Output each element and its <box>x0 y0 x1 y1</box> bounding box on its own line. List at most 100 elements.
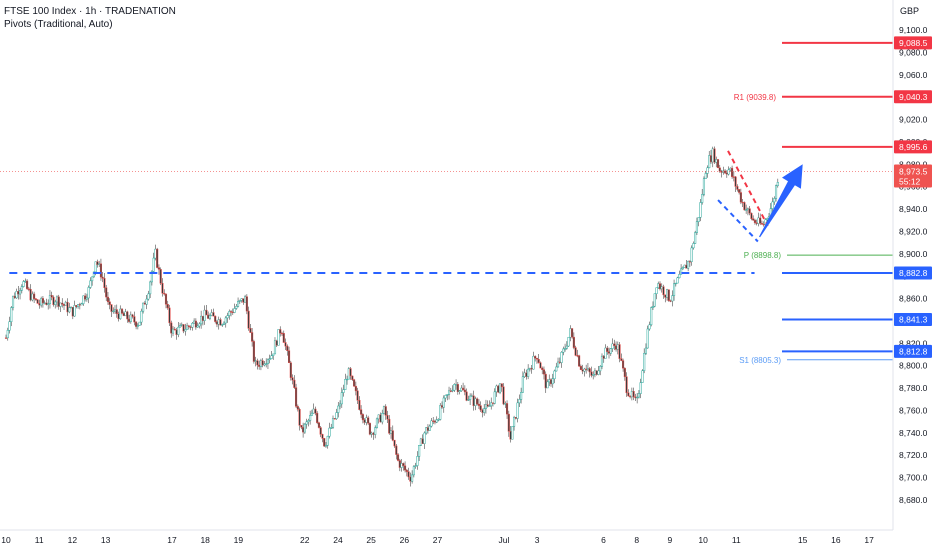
candle-body <box>115 309 118 314</box>
candle-body <box>280 332 284 335</box>
candle-body <box>275 340 278 346</box>
price-tag-label-R1: 9,040.3 <box>899 92 928 102</box>
candle-body <box>347 368 350 380</box>
candle-body <box>567 336 570 347</box>
candle-body <box>528 367 531 370</box>
time-tick-label: 11 <box>35 535 44 545</box>
symbol-title[interactable]: FTSE 100 Index · 1h · TRADENATION <box>4 6 176 17</box>
candle-body <box>469 395 472 400</box>
price-tag-label-R2: 9,088.5 <box>899 38 928 48</box>
candle-body <box>302 427 305 433</box>
time-tick-label: 9 <box>668 535 673 545</box>
candle-body <box>404 465 407 471</box>
candle-body <box>479 405 482 411</box>
price-tag-label-support2: 8,841.3 <box>899 314 928 324</box>
candle-body <box>674 282 677 285</box>
candle-body <box>558 361 561 364</box>
candle-body <box>530 367 533 370</box>
candle-body <box>133 316 136 323</box>
price-tag-R2 <box>894 36 932 50</box>
price-tags: 9,088.5 9,040.3 8,995.6 8,882.8 8,841.3 8,812… <box>894 36 932 358</box>
current-price-tag <box>894 164 932 188</box>
candle-body <box>643 353 646 371</box>
candle-body <box>426 427 429 431</box>
candle-body <box>449 390 452 392</box>
candle-body <box>571 328 574 338</box>
candle-body <box>198 323 201 327</box>
candle-body <box>27 288 30 290</box>
candle-body <box>168 307 171 324</box>
candle-body <box>525 372 528 377</box>
candle-body <box>447 390 451 395</box>
candle-body <box>579 365 582 370</box>
candle-body <box>620 358 623 361</box>
price-tag-support3 <box>894 344 932 358</box>
candle-body <box>310 412 313 416</box>
candle-body <box>398 460 401 468</box>
candle-body <box>699 202 702 218</box>
candle-body <box>55 296 59 303</box>
time-axis[interactable]: 10 11 12 13 17 18 19 22 24 25 26 27 Jul 3 6 8 9 10 11 15 16 1… <box>0 529 893 545</box>
candle-body <box>664 294 667 298</box>
indicator-title[interactable]: Pivots (Traditional, Auto) <box>4 19 113 30</box>
candle-body <box>261 360 264 366</box>
candle-body <box>57 296 60 307</box>
price-tick-label: 8,700.0 <box>899 473 928 483</box>
price-axis[interactable]: 9,100.09,080.09,060.09,040.09,020.09,000… <box>892 0 928 530</box>
candle-body <box>87 287 90 299</box>
level-tag-S1: S1 (8805.3) <box>739 356 781 365</box>
candle-body <box>245 296 248 312</box>
candle-body <box>437 419 440 421</box>
candle-body <box>10 307 13 322</box>
candle-body <box>110 304 113 312</box>
candle-body <box>634 396 637 399</box>
candle-body <box>254 360 257 362</box>
candle-body <box>268 358 271 361</box>
candle-body <box>694 232 697 244</box>
candle-body <box>680 268 683 275</box>
candle-body <box>774 185 778 199</box>
candle-body <box>156 248 159 268</box>
candle-body <box>416 456 419 466</box>
candle-body <box>523 372 526 377</box>
candle-body <box>592 374 595 376</box>
candle-body <box>351 375 354 380</box>
candle-body <box>342 389 345 393</box>
candle-body <box>493 391 496 404</box>
candle-body <box>585 368 588 371</box>
candle-body <box>15 291 18 299</box>
candle-body <box>748 208 751 214</box>
price-tick-label: 8,800.0 <box>899 361 928 371</box>
candle-body <box>646 328 649 349</box>
candle-body <box>349 368 352 377</box>
trend-line-blue <box>717 199 759 243</box>
candle-body <box>651 305 655 308</box>
candle-body <box>194 320 197 328</box>
candle-body <box>41 298 44 304</box>
candle-body <box>136 325 139 327</box>
candle-body <box>217 319 220 325</box>
candle-body <box>544 373 547 389</box>
candle-body <box>235 306 238 309</box>
candle-body <box>629 395 632 398</box>
candle-body <box>613 343 616 346</box>
candle-body <box>731 167 734 177</box>
candle-body <box>771 201 774 209</box>
candle-body <box>736 186 739 190</box>
candle-body <box>474 398 477 406</box>
candle-body <box>184 329 187 332</box>
candle-body <box>456 384 459 392</box>
time-tick-label: 26 <box>400 535 410 545</box>
time-tick-label: 18 <box>200 535 210 545</box>
candle-body <box>231 311 234 314</box>
candle-body <box>367 417 370 424</box>
candle-body <box>553 370 556 380</box>
candle-body <box>212 312 215 317</box>
candle-body <box>152 257 155 272</box>
candle-body <box>622 360 625 369</box>
candle-body <box>393 439 396 447</box>
candle-body <box>377 414 380 420</box>
chart-legend: FTSE 100 Index · 1h · TRADENATION Pivots… <box>4 5 176 31</box>
